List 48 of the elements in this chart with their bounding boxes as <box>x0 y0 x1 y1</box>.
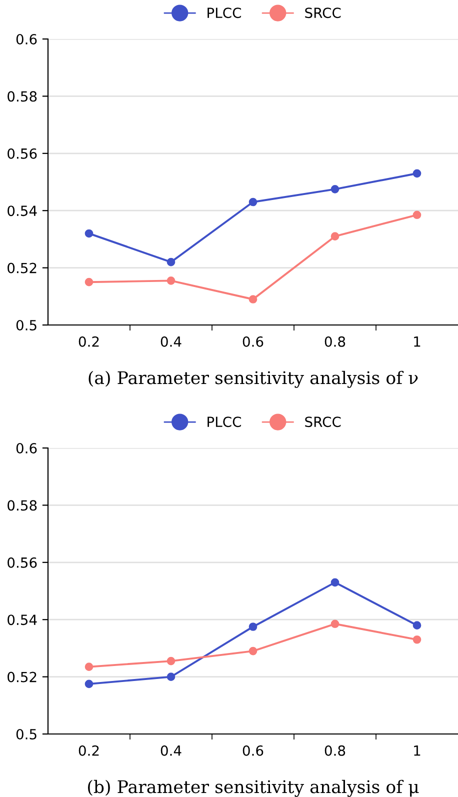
legend-label: SRCC <box>305 8 341 18</box>
y-tick-label: 0.5 <box>16 320 36 330</box>
point <box>330 232 340 241</box>
x-tick-label: 0.6 <box>242 745 264 756</box>
x-tick-label: 1 <box>414 746 420 756</box>
y-tick-label: 0.58 <box>8 91 37 102</box>
y-tick-label: 0.56 <box>8 557 37 568</box>
point <box>84 662 94 671</box>
x-tick-label: 0.4 <box>160 745 182 756</box>
point <box>84 680 94 688</box>
y-tick-label: 0.56 <box>8 148 37 159</box>
y-tick-label: 0.58 <box>8 500 37 511</box>
x-tick-label: 0.4 <box>160 336 182 347</box>
x-tick-label: 0.2 <box>78 336 99 347</box>
point <box>84 229 94 238</box>
point <box>330 184 340 194</box>
point <box>248 622 258 631</box>
y-tick-label: 0.54 <box>8 206 37 216</box>
point <box>412 169 422 178</box>
point <box>166 258 176 266</box>
point <box>248 646 258 656</box>
point <box>412 621 422 630</box>
y-tick-label: 0.6 <box>16 34 37 44</box>
point <box>166 672 176 681</box>
point <box>248 198 258 206</box>
x-tick-label: 0.6 <box>242 336 264 347</box>
y-tick-label: 0.52 <box>8 672 36 682</box>
point <box>412 210 422 220</box>
point <box>330 578 340 587</box>
point <box>330 620 340 628</box>
x-tick-label: 0.2 <box>78 745 99 756</box>
x-tick-label: 0.8 <box>324 745 346 756</box>
x-tick-label: 0.8 <box>324 336 346 347</box>
point <box>412 635 422 644</box>
x-tick-label: 1 <box>414 336 420 347</box>
point <box>166 656 176 666</box>
point <box>248 295 258 304</box>
y-tick-label: 0.5 <box>16 728 36 740</box>
legend-label: PLCC <box>208 8 241 18</box>
point <box>84 278 94 286</box>
text: (a) Parameter sensitivity analysis of ν <box>88 370 418 388</box>
y-tick-label: 0.6 <box>16 442 37 454</box>
y-tick-label: 0.52 <box>8 262 36 274</box>
y-tick-label: 0.54 <box>8 614 37 626</box>
legend-label: SRCC <box>305 416 341 428</box>
text: (b) Parameter sensitivity analysis of μ <box>88 780 419 797</box>
point <box>166 276 176 285</box>
legend-label: PLCC <box>208 416 241 428</box>
